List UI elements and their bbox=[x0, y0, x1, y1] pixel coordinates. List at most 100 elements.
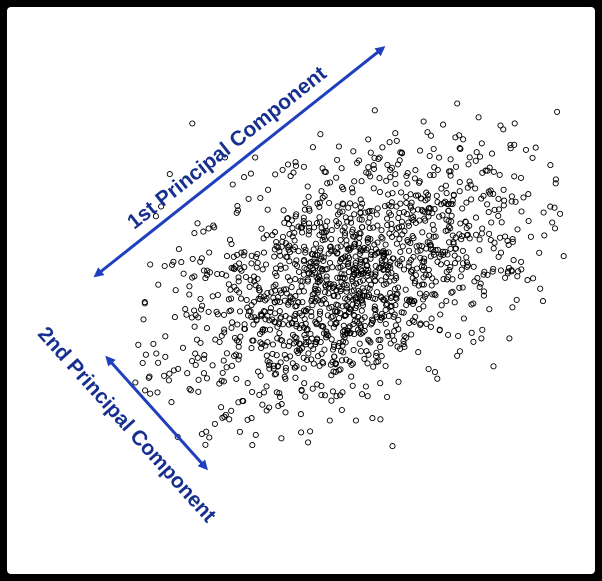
scatter-point bbox=[396, 235, 403, 243]
scatter-point bbox=[458, 266, 465, 273]
scatter-point bbox=[511, 141, 518, 148]
scatter-point bbox=[269, 341, 277, 348]
scatter-point bbox=[310, 360, 317, 367]
scatter-point bbox=[472, 185, 479, 192]
scatter-point bbox=[460, 315, 467, 322]
scatter-point bbox=[280, 342, 287, 349]
scatter-point bbox=[417, 320, 424, 327]
scatter-point bbox=[319, 359, 326, 366]
scatter-point bbox=[141, 300, 148, 307]
scatter-point bbox=[448, 212, 455, 219]
scatter-point bbox=[343, 285, 350, 292]
scatter-point bbox=[385, 312, 392, 320]
scatter-point bbox=[330, 343, 338, 350]
scatter-point bbox=[263, 352, 270, 359]
scatter-point bbox=[326, 417, 333, 424]
scatter-point bbox=[367, 149, 374, 156]
diagram-panel: 1st Principal Component 2nd Principal Co… bbox=[7, 7, 595, 574]
scatter-point bbox=[447, 200, 455, 207]
scatter-point bbox=[464, 184, 471, 191]
scatter-point bbox=[395, 378, 402, 385]
scatter-point bbox=[467, 181, 474, 188]
scatter-point bbox=[304, 326, 311, 333]
scatter-point bbox=[252, 282, 259, 289]
scatter-point bbox=[317, 308, 324, 315]
scatter-point bbox=[274, 297, 281, 304]
scatter-point bbox=[236, 428, 243, 435]
scatter-point bbox=[401, 228, 408, 235]
scatter-point bbox=[401, 332, 408, 340]
scatter-point bbox=[357, 348, 365, 355]
scatter-point bbox=[364, 393, 371, 400]
scatter-point bbox=[333, 393, 340, 400]
scatter-point bbox=[219, 369, 226, 376]
scatter-point bbox=[425, 365, 432, 373]
scatter-point bbox=[405, 222, 412, 229]
scatter-point bbox=[497, 267, 504, 274]
scatter-point bbox=[211, 224, 218, 231]
scatter-point bbox=[202, 441, 209, 448]
scatter-point bbox=[352, 296, 359, 303]
scatter-point bbox=[276, 308, 283, 315]
scatter-point bbox=[257, 339, 264, 346]
scatter-point bbox=[428, 315, 435, 322]
scatter-point bbox=[432, 278, 439, 285]
scatter-point bbox=[270, 283, 277, 290]
scatter-point bbox=[302, 393, 309, 400]
scatter-point bbox=[470, 338, 477, 345]
scatter-point bbox=[290, 169, 297, 176]
scatter-point bbox=[232, 351, 239, 358]
scatter-point bbox=[405, 219, 412, 226]
scatter-point bbox=[437, 261, 444, 268]
scatter-point bbox=[395, 326, 402, 333]
scatter-point bbox=[328, 303, 335, 310]
scatter-point bbox=[447, 168, 454, 175]
scatter-point bbox=[318, 391, 325, 399]
scatter-point bbox=[244, 416, 251, 423]
scatter-point bbox=[462, 218, 469, 225]
scatter-point bbox=[378, 227, 385, 234]
scatter-point bbox=[349, 382, 356, 389]
scatter-point bbox=[356, 278, 363, 285]
scatter-point bbox=[429, 291, 436, 298]
scatter-point bbox=[438, 185, 445, 192]
scatter-point bbox=[365, 219, 372, 226]
scatter-point bbox=[393, 291, 400, 298]
scatter-point bbox=[373, 289, 381, 296]
scatter-point bbox=[337, 366, 344, 373]
scatter-point bbox=[321, 289, 329, 296]
scatter-point bbox=[352, 202, 359, 209]
scatter-point bbox=[420, 118, 427, 125]
scatter-point bbox=[391, 337, 398, 344]
scatter-point bbox=[355, 287, 362, 294]
scatter-point bbox=[293, 363, 300, 370]
scatter-point bbox=[397, 345, 404, 352]
scatter-point bbox=[427, 253, 434, 260]
scatter-point bbox=[171, 314, 178, 321]
scatter-point bbox=[305, 193, 312, 200]
scatter-point bbox=[344, 303, 351, 310]
scatter-point bbox=[309, 385, 316, 392]
scatter-point bbox=[218, 404, 225, 411]
scatter-point bbox=[430, 233, 437, 240]
scatter-point bbox=[195, 314, 202, 321]
scatter-point bbox=[385, 333, 392, 340]
scatter-point bbox=[414, 248, 421, 255]
scatter-point bbox=[328, 314, 335, 321]
scatter-point bbox=[444, 251, 451, 258]
scatter-point bbox=[275, 293, 282, 301]
scatter-point bbox=[459, 284, 466, 291]
scatter-point bbox=[359, 391, 366, 398]
scatter-point bbox=[400, 341, 407, 348]
scatter-point bbox=[191, 323, 198, 330]
scatter-point bbox=[490, 265, 497, 272]
scatter-point bbox=[487, 236, 494, 244]
scatter-point bbox=[372, 277, 379, 284]
scatter-point bbox=[477, 280, 484, 287]
scatter-point bbox=[336, 339, 343, 346]
scatter-point bbox=[292, 276, 299, 283]
scatter-point bbox=[373, 211, 380, 218]
scatter-point bbox=[333, 174, 340, 181]
scatter-point bbox=[377, 336, 384, 343]
scatter-point bbox=[530, 275, 537, 282]
